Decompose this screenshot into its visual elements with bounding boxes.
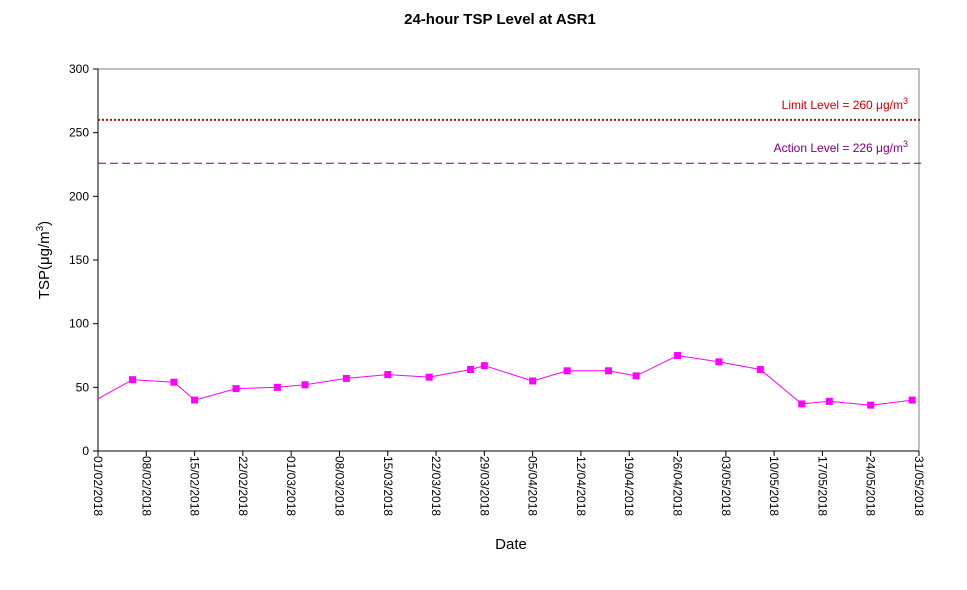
x-tick-label: 15/02/2018 — [188, 456, 202, 516]
data-point — [128, 376, 136, 384]
data-point — [632, 372, 640, 380]
data-point — [232, 385, 240, 393]
data-point — [715, 358, 723, 366]
x-tick-label: 10/05/2018 — [767, 456, 781, 516]
reference-lines: Limit Level = 260 μg/m3 Action Level = 22… — [98, 96, 921, 164]
action-level-label: Action Level = 226 μg/m3 — [774, 139, 908, 155]
x-tick-label: 31/05/2018 — [912, 456, 926, 516]
y-tick-label: 0 — [82, 444, 89, 458]
series-line — [97, 354, 913, 406]
x-tick-label: 19/04/2018 — [622, 456, 636, 516]
data-point — [301, 381, 309, 389]
x-tick-label: 26/04/2018 — [671, 456, 685, 516]
data-point — [273, 383, 281, 391]
data-point — [342, 374, 350, 382]
data-point — [908, 396, 916, 404]
data-point — [867, 401, 875, 409]
y-axis-label-close: ) — [36, 221, 53, 226]
y-tick-label: 100 — [69, 317, 89, 331]
y-tick-label: 300 — [69, 62, 89, 76]
chart-title: 24-hour TSP Level at ASR1 — [404, 11, 596, 28]
data-point — [798, 400, 806, 408]
data-point — [384, 371, 392, 379]
y-axis-label-main: TSP(μg/m — [36, 231, 53, 299]
plot-area-border — [97, 68, 920, 452]
data-point — [605, 367, 613, 375]
x-axis-label: Date — [495, 536, 527, 553]
series-group — [97, 352, 916, 409]
y-axis-label-sup: 3 — [35, 225, 46, 231]
x-tick-label: 01/03/2018 — [284, 456, 298, 516]
data-point — [825, 397, 833, 405]
data-point — [425, 373, 433, 381]
y-tick-label: 200 — [69, 189, 89, 203]
x-tick-label: 08/03/2018 — [332, 456, 346, 516]
data-point — [529, 377, 537, 385]
x-tick-label: 17/05/2018 — [815, 456, 829, 516]
x-tick-label: 05/04/2018 — [526, 456, 540, 516]
data-point — [674, 352, 682, 359]
axes: 0 50 100 150 200 250 300 01/02/2018 08/02/2018 15… — [69, 62, 926, 516]
data-point — [756, 366, 764, 374]
y-tick-label: 150 — [69, 253, 89, 267]
x-tick-label: 03/05/2018 — [719, 456, 733, 516]
data-point — [191, 396, 199, 404]
data-point — [480, 362, 488, 370]
y-tick-label: 50 — [76, 380, 90, 394]
data-point — [170, 378, 178, 386]
x-tick-label: 15/03/2018 — [381, 456, 395, 516]
y-axis-label: TSP(μg/m3) — [35, 221, 53, 299]
x-tick-label: 24/05/2018 — [864, 456, 878, 516]
x-tick-label: 12/04/2018 — [574, 456, 588, 516]
limit-level-label: Limit Level = 260 μg/m3 — [782, 96, 908, 112]
x-tick-label: 29/03/2018 — [477, 456, 491, 516]
x-tick-label: 22/03/2018 — [429, 456, 443, 516]
x-tick-label: 22/02/2018 — [236, 456, 250, 516]
data-point — [563, 367, 571, 375]
y-tick-label: 250 — [69, 126, 89, 140]
x-tick-label: 08/02/2018 — [139, 456, 153, 516]
data-point — [467, 366, 475, 374]
x-tick-label: 01/02/2018 — [91, 456, 105, 516]
